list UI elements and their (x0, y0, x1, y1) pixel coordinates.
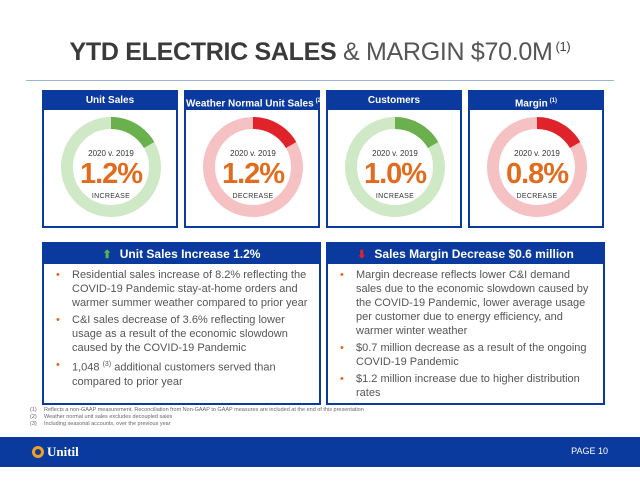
footnote: (1) Reflects a non-GAAP measurement. Reco… (30, 407, 610, 414)
comparison-label: 2020 v. 2019 (230, 149, 276, 158)
metric-heading: Unit Sales (44, 92, 176, 110)
donut-gauge: 2020 v. 2019 1.0% INCREASE (342, 114, 448, 220)
down-arrow-icon: ⬇ (357, 249, 367, 261)
direction-label: INCREASE (375, 193, 415, 200)
footnote-number: (3) (30, 421, 37, 427)
bullet-list: Margin decrease reflects lower C&I deman… (328, 264, 603, 400)
bullet-text-post: additional customers served than compare… (72, 361, 276, 388)
metric-value: 1.0% (363, 158, 427, 190)
sales-margin-panel: ⬇ Sales Margin Decrease $0.6 million Marg… (326, 242, 605, 405)
direction-label: INCREASE (91, 193, 131, 200)
metric-heading: Customers (328, 92, 460, 110)
gauge-ring-icon (61, 117, 161, 217)
footnotes: (1) Reflects a non-GAAP measurement. Reco… (30, 407, 610, 428)
footnote-number: (2) (30, 414, 37, 420)
up-arrow-icon: ⬆ (102, 249, 112, 261)
metric-heading-text: Margin (514, 98, 548, 110)
unit-sales-panel: ⬆ Unit Sales Increase 1.2% Residential sa… (42, 242, 321, 405)
slide-title-wrap: YTD ELECTRIC SALES & MARGIN $70.0M (1) (0, 38, 640, 67)
title-divider (26, 80, 614, 81)
gauge-ring-icon (345, 117, 445, 217)
logo-ring-icon (32, 446, 44, 458)
metric-card-unit-sales: Unit Sales 2020 v. 2019 1.2% INCREASE (42, 90, 178, 228)
bullet-item: $0.7 million decrease as a result of the… (340, 341, 595, 369)
title-rest: & MARGIN $70.0M (343, 38, 553, 66)
metric-heading-ref: (2) (315, 98, 323, 104)
gauge-ring-icon (203, 117, 303, 217)
comparison-label: 2020 v. 2019 (514, 149, 560, 158)
direction-label: DECREASE (232, 193, 274, 200)
bullet-text-pre: 1,048 (72, 361, 100, 374)
gauge-ring-icon (487, 117, 587, 217)
comparison-label: 2020 v. 2019 (372, 149, 418, 158)
footnote-text: Weather normal unit sales excludes decou… (44, 414, 173, 420)
logo-text: Unitil (47, 444, 79, 459)
donut-gauge: 2020 v. 2019 0.8% DECREASE (484, 114, 590, 220)
metric-heading-text: Customers (367, 95, 421, 106)
direction-label: DECREASE (516, 193, 558, 200)
metric-heading: Weather Normal Unit Sales (2) (186, 92, 323, 110)
metric-card-customers: Customers 2020 v. 2019 1.0% INCREASE (326, 90, 462, 228)
metric-value: 0.8% (505, 158, 569, 190)
metric-value: 1.2% (221, 158, 285, 190)
metric-heading-ref: (1) (549, 98, 558, 104)
panel-heading: ⬇ Sales Margin Decrease $0.6 million (328, 244, 603, 264)
donut-gauge: 2020 v. 2019 1.2% DECREASE (200, 114, 306, 220)
bullet-item: $1.2 million increase due to higher dist… (340, 372, 595, 400)
bullet-footnote-ref: (3) (102, 361, 112, 368)
footnote: (3) Including seasonal accounts, over the… (30, 421, 610, 428)
comparison-label: 2020 v. 2019 (88, 149, 134, 158)
panel-heading: ⬆ Unit Sales Increase 1.2% (44, 244, 319, 264)
footer-bar: Unitil PAGE 10 (0, 437, 640, 467)
metric-heading-text: Weather Normal Unit Sales (186, 98, 314, 110)
metric-heading-text: Unit Sales (85, 95, 135, 106)
footnote: (2) Weather normal unit sales excludes de… (30, 414, 610, 421)
metric-card-margin: Margin (1) 2020 v. 2019 0.8% DECREASE (468, 90, 604, 228)
footnote-text: Including seasonal accounts, over the pr… (44, 421, 171, 427)
bullet-item: Residential sales increase of 8.2% refle… (56, 268, 311, 310)
bullet-item: Margin decrease reflects lower C&I deman… (340, 268, 595, 338)
footnote-number: (1) (30, 407, 37, 413)
panel-heading-text: Unit Sales Increase 1.2% (119, 247, 261, 261)
slide-title: YTD ELECTRIC SALES & MARGIN $70.0M (1) (0, 38, 640, 67)
bullet-item: 1,048 (3) additional customers served th… (56, 358, 311, 389)
bullet-list: Residential sales increase of 8.2% refle… (44, 264, 319, 389)
panel-heading-text: Sales Margin Decrease $0.6 million (374, 247, 574, 261)
title-footnote-ref: (1) (555, 38, 571, 54)
title-bold: YTD ELECTRIC SALES (69, 38, 337, 66)
page-number: PAGE 10 (571, 446, 608, 456)
metric-value: 1.2% (79, 158, 143, 190)
footnote-text: Reflects a non-GAAP measurement. Reconci… (44, 407, 364, 413)
donut-gauge: 2020 v. 2019 1.2% INCREASE (58, 114, 164, 220)
metric-heading: Margin (1) (470, 92, 602, 110)
bullet-item: C&I sales decrease of 3.6% reflecting lo… (56, 313, 311, 355)
metric-card-weather-normal-unit-sales: Weather Normal Unit Sales (2) 2020 v. 201… (184, 90, 323, 228)
